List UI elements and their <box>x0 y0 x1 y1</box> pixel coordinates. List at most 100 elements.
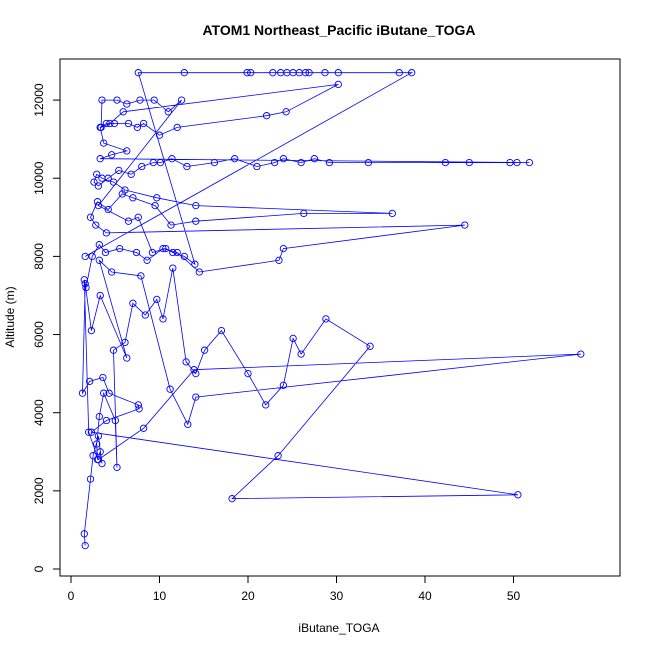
x-axis: 0 10 20 30 40 50 <box>68 575 521 603</box>
data-point <box>275 256 283 264</box>
data-point <box>96 155 104 163</box>
y-tick-label: 10000 <box>32 161 46 195</box>
data-point <box>94 182 103 190</box>
data-point <box>134 213 142 221</box>
data-point <box>167 221 175 229</box>
data-point <box>395 69 403 77</box>
data-point <box>80 530 88 538</box>
x-axis-label: iButane_TOGA <box>298 621 379 635</box>
x-tick-label: 10 <box>153 589 167 603</box>
data-point <box>124 217 133 225</box>
data-point <box>104 174 112 182</box>
y-tick-label: 2000 <box>32 477 46 504</box>
data-point <box>159 315 167 323</box>
data-point <box>85 377 94 386</box>
data-point <box>269 69 277 77</box>
data-point <box>177 96 186 104</box>
x-tick-label: 40 <box>418 589 432 603</box>
data-point <box>97 123 105 132</box>
data-point <box>465 158 473 167</box>
data-point <box>195 268 203 276</box>
data-point <box>99 373 107 382</box>
data-point <box>141 311 149 319</box>
data-point <box>102 229 111 237</box>
data-point <box>88 252 96 261</box>
data-point <box>100 389 108 397</box>
data-point <box>108 151 116 159</box>
data-point <box>577 350 585 358</box>
data-point <box>173 123 181 132</box>
y-tick-label: 0 <box>32 565 46 572</box>
data-point <box>262 112 271 120</box>
data-point <box>305 69 313 77</box>
data-point <box>301 69 310 77</box>
data-point <box>116 244 124 253</box>
data-point <box>81 280 89 288</box>
data-point <box>192 369 200 378</box>
data-point <box>115 166 123 175</box>
data-point <box>94 455 103 464</box>
data-point <box>300 209 308 218</box>
x-tick-label: 50 <box>507 589 521 603</box>
data-point <box>228 495 236 503</box>
data-point <box>282 108 290 116</box>
data-point <box>82 283 90 292</box>
data-point <box>90 178 98 186</box>
data-point <box>192 393 200 401</box>
data-point <box>94 432 103 440</box>
data-point <box>388 209 396 218</box>
data-point <box>297 350 305 358</box>
series-layer <box>78 69 585 550</box>
y-tick-label: 12000 <box>32 83 46 117</box>
data-point <box>94 201 103 210</box>
data-point <box>289 334 297 343</box>
data-point <box>243 69 251 77</box>
data-point <box>231 155 239 163</box>
data-point <box>513 158 521 167</box>
data-point <box>93 440 101 448</box>
y-axis: 0 2000 4000 6000 8000 10000 12000 <box>32 83 61 572</box>
data-point <box>190 366 198 374</box>
data-point <box>192 201 200 210</box>
data-point <box>180 252 188 261</box>
data-point <box>138 162 146 171</box>
data-point <box>155 131 164 139</box>
data-point <box>102 119 111 128</box>
data-point <box>80 276 88 284</box>
data-point <box>525 158 534 167</box>
data-point <box>101 248 110 257</box>
data-point <box>133 123 142 132</box>
data-point <box>104 205 112 214</box>
data-point <box>96 291 104 300</box>
data-point <box>183 162 191 171</box>
y-tick-label: 6000 <box>32 321 46 348</box>
data-point <box>86 475 95 483</box>
data-point <box>93 198 102 206</box>
data-point <box>150 96 158 104</box>
data-point <box>321 69 329 77</box>
data-point <box>134 401 142 409</box>
data-point <box>134 69 142 77</box>
data-point <box>129 194 137 202</box>
data-point <box>132 248 141 257</box>
data-point <box>121 186 129 194</box>
data-point <box>149 158 157 167</box>
data-point <box>191 260 199 268</box>
data-point <box>244 369 252 378</box>
data-point <box>253 162 261 171</box>
data-point <box>168 155 176 163</box>
data-point <box>123 354 131 362</box>
data-point <box>87 326 96 335</box>
data-point <box>210 158 219 167</box>
data-point <box>109 178 118 186</box>
data-point <box>119 108 127 116</box>
data-point <box>334 69 342 77</box>
data-point <box>143 256 151 264</box>
data-point <box>85 428 93 436</box>
data-point <box>96 448 104 456</box>
data-point <box>123 147 131 155</box>
data-point <box>270 158 279 167</box>
data-point <box>86 213 95 221</box>
data-point <box>92 221 100 229</box>
data-point <box>98 459 106 468</box>
